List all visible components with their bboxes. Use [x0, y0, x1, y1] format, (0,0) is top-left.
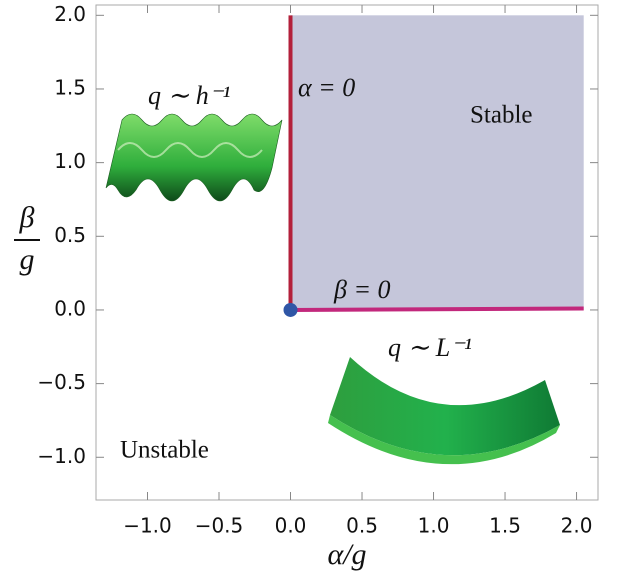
annotation: q ∼ h⁻¹ [148, 81, 231, 110]
x-tick-label: 1.0 [418, 514, 450, 538]
annotation: q ∼ L⁻¹ [388, 333, 472, 362]
boundary-line [291, 308, 584, 309]
origin-point [284, 303, 298, 317]
y-tick-label: −1.0 [37, 444, 86, 468]
y-tick-label: 0.0 [54, 296, 86, 320]
stable-region [291, 15, 584, 310]
x-tick-label: 0.0 [275, 514, 307, 538]
line-label: β = 0 [333, 275, 391, 304]
line-label: α = 0 [298, 73, 355, 102]
y-tick-label: 0.5 [54, 223, 86, 247]
chart: −1.0 −0.5 0.0 0.5 1.0 1.5 2.0 −1.0 −0.5 0.0 0.5 1.0… [0, 0, 623, 577]
y-tick-label: 1.0 [54, 149, 86, 173]
wavy-surface [106, 114, 282, 201]
region-label: Stable [470, 102, 533, 129]
y-axis-label: β [19, 201, 35, 234]
y-axis-label: g [20, 243, 35, 276]
y-tick-label: 2.0 [54, 2, 86, 26]
x-axis-label: α/g [327, 538, 366, 571]
x-tick-label: 1.5 [489, 514, 521, 538]
x-tick-label: 2.0 [561, 514, 593, 538]
y-tick-label: −0.5 [37, 370, 86, 394]
x-tick-label: 0.5 [346, 514, 378, 538]
x-tick-label: −0.5 [195, 514, 244, 538]
x-tick-label: −1.0 [123, 514, 172, 538]
y-tick-label: 1.5 [54, 75, 86, 99]
annotation: Unstable [120, 437, 209, 464]
